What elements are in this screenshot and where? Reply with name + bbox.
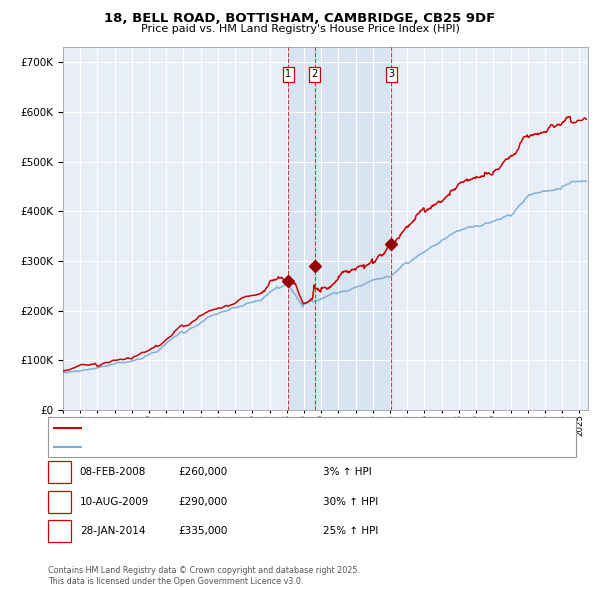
Text: 3: 3 [56,526,63,536]
Text: 28-JAN-2014: 28-JAN-2014 [80,526,145,536]
Text: 3: 3 [388,70,394,80]
Text: 25% ↑ HPI: 25% ↑ HPI [323,526,378,536]
Text: 3% ↑ HPI: 3% ↑ HPI [323,467,371,477]
Text: Price paid vs. HM Land Registry's House Price Index (HPI): Price paid vs. HM Land Registry's House … [140,24,460,34]
Text: 1: 1 [56,467,63,477]
Text: 18, BELL ROAD, BOTTISHAM, CAMBRIDGE, CB25 9DF: 18, BELL ROAD, BOTTISHAM, CAMBRIDGE, CB2… [104,12,496,25]
Text: 18, BELL ROAD, BOTTISHAM, CAMBRIDGE, CB25 9DF (detached house): 18, BELL ROAD, BOTTISHAM, CAMBRIDGE, CB2… [87,424,422,433]
Text: 2: 2 [311,70,318,80]
Text: Contains HM Land Registry data © Crown copyright and database right 2025.
This d: Contains HM Land Registry data © Crown c… [48,566,360,586]
Text: HPI: Average price, detached house, East Cambridgeshire: HPI: Average price, detached house, East… [87,442,362,451]
Bar [289,47,391,410]
Text: £335,000: £335,000 [179,526,228,536]
Text: 30% ↑ HPI: 30% ↑ HPI [323,497,378,507]
Text: 08-FEB-2008: 08-FEB-2008 [80,467,146,477]
Text: 10-AUG-2009: 10-AUG-2009 [80,497,149,507]
Text: £290,000: £290,000 [179,497,228,507]
Text: 2: 2 [56,497,63,507]
Text: 1: 1 [286,70,292,80]
Text: £260,000: £260,000 [179,467,228,477]
